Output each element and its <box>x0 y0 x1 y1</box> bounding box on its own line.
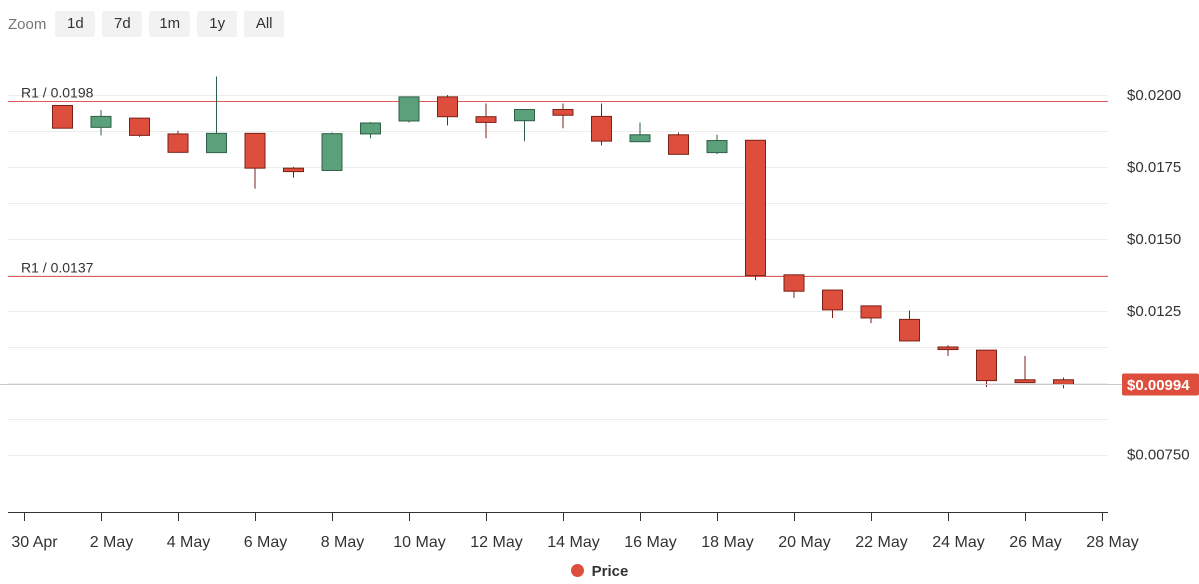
candle <box>822 289 843 318</box>
x-tick-label: 30 Apr <box>11 534 58 551</box>
candle-body <box>745 139 766 277</box>
legend[interactable]: Price <box>0 563 1199 580</box>
x-tick-label: 22 May <box>855 534 907 551</box>
current-price-indicator: $0.00994 <box>0 373 1199 396</box>
x-axis: 30 Apr 2 May 4 May 6 May 8 May 10 May 12 May 14… <box>8 512 1139 551</box>
x-tick-label: 6 May <box>244 534 288 551</box>
candle <box>90 110 112 136</box>
candle-body <box>937 346 959 351</box>
x-tick-label: 20 May <box>778 534 830 551</box>
zoom-button-7d[interactable]: 7d <box>102 11 143 37</box>
resistance-label: R1 / 0.0137 <box>21 260 94 276</box>
candle <box>129 117 150 137</box>
current-price-label: $0.00994 <box>1127 377 1190 394</box>
x-tick-label: 24 May <box>932 534 984 551</box>
candle <box>244 132 266 189</box>
y-tick-label: $0.0200 <box>1127 87 1181 104</box>
candle <box>706 134 728 155</box>
x-tick-label: 4 May <box>167 534 211 551</box>
y-axis: $0.0200$0.0175$0.0150$0.0125$0.01000$0.0… <box>1127 87 1190 463</box>
x-tick-label: 2 May <box>90 534 134 551</box>
y-tick-label: $0.0150 <box>1127 231 1181 248</box>
x-tick-label: 16 May <box>624 534 676 551</box>
x-tick-label: 28 May <box>1086 534 1138 551</box>
zoom-bar: Zoom 1d 7d 1m 1y All <box>8 11 291 37</box>
candle <box>745 139 766 281</box>
candle-body <box>706 140 728 154</box>
candle <box>206 76 227 154</box>
x-tick-label: 12 May <box>470 534 522 551</box>
candle-body <box>591 115 612 142</box>
current-price-badge <box>1122 373 1199 396</box>
candle-body <box>1014 379 1036 384</box>
candle <box>668 132 689 155</box>
candle <box>360 122 381 139</box>
candle-body <box>822 289 843 311</box>
zoom-button-1m[interactable]: 1m <box>149 11 191 37</box>
candle <box>52 104 73 129</box>
candles <box>52 76 1074 389</box>
candle-body <box>206 132 227 154</box>
candle <box>899 310 920 342</box>
candle-body <box>398 96 420 122</box>
zoom-button-all[interactable]: All <box>244 11 285 37</box>
candle-body <box>1053 379 1074 385</box>
candle-body <box>976 349 997 382</box>
candle-body <box>90 115 112 128</box>
y-tick-label: $0.00750 <box>1127 447 1190 464</box>
candle-body <box>360 122 381 135</box>
candle <box>783 274 805 298</box>
x-tick-label: 8 May <box>321 534 365 551</box>
y-tick-label: $0.0125 <box>1127 303 1181 320</box>
candle <box>552 103 574 129</box>
candle-body <box>129 117 150 136</box>
x-tick-label: 26 May <box>1009 534 1061 551</box>
candle <box>514 109 535 142</box>
resistance-label: R1 / 0.0198 <box>21 85 94 101</box>
candle-body <box>167 133 189 153</box>
candle <box>860 305 882 324</box>
candle-body <box>629 134 651 143</box>
candle <box>976 349 997 387</box>
candle-body <box>283 167 304 173</box>
candle-body <box>552 109 574 116</box>
resistance-lines: R1 / 0.0198 R1 / 0.0137 <box>8 85 1108 277</box>
candle <box>1053 377 1074 389</box>
x-tick-label: 18 May <box>701 534 753 551</box>
x-tick-label: 10 May <box>393 534 445 551</box>
candle-body <box>514 109 535 122</box>
candle-body <box>437 96 458 118</box>
candle <box>321 132 343 171</box>
x-tick-label: 14 May <box>547 534 599 551</box>
candle <box>398 96 420 123</box>
candle <box>475 103 497 139</box>
candle-body <box>244 132 266 169</box>
candle-body <box>668 134 689 155</box>
candle <box>167 130 189 153</box>
candle <box>937 345 959 356</box>
zoom-button-1d[interactable]: 1d <box>55 11 96 37</box>
candle-body <box>321 133 343 171</box>
zoom-button-1y[interactable]: 1y <box>197 11 238 37</box>
candle <box>591 103 612 146</box>
candle-body <box>475 116 497 123</box>
legend-price-marker <box>570 564 584 577</box>
candle-body <box>52 104 73 129</box>
candle-body <box>899 318 920 342</box>
candle-body <box>860 305 882 319</box>
candle-body <box>783 274 805 292</box>
candle <box>437 95 458 126</box>
zoom-label: Zoom <box>8 15 47 33</box>
price-candlestick-chart[interactable]: R1 / 0.0198 R1 / 0.0137 30 Apr 2 May 4 May 6… <box>0 0 1199 560</box>
candle <box>283 167 304 178</box>
legend-price-label: Price <box>591 563 629 580</box>
grid-lines <box>8 95 1108 456</box>
candle <box>1014 355 1036 384</box>
candle <box>629 122 651 143</box>
y-tick-label: $0.0175 <box>1127 159 1181 176</box>
